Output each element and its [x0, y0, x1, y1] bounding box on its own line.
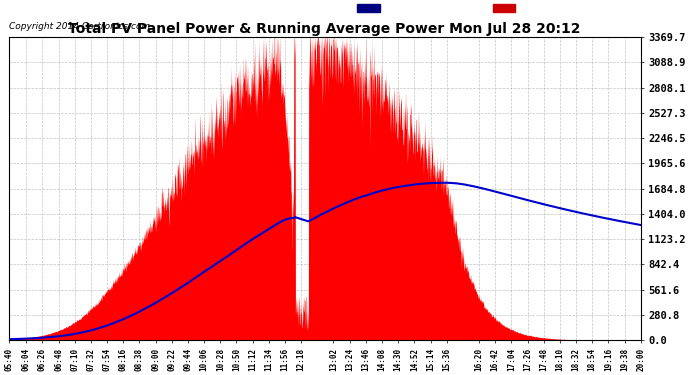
Title: Total PV Panel Power & Running Average Power Mon Jul 28 20:12: Total PV Panel Power & Running Average P… [68, 22, 581, 36]
Legend: Average  (DC Watts), PV Panels  (DC Watts): Average (DC Watts), PV Panels (DC Watts) [355, 2, 636, 15]
Text: Copyright 2014 Cartronics.com: Copyright 2014 Cartronics.com [9, 22, 150, 31]
